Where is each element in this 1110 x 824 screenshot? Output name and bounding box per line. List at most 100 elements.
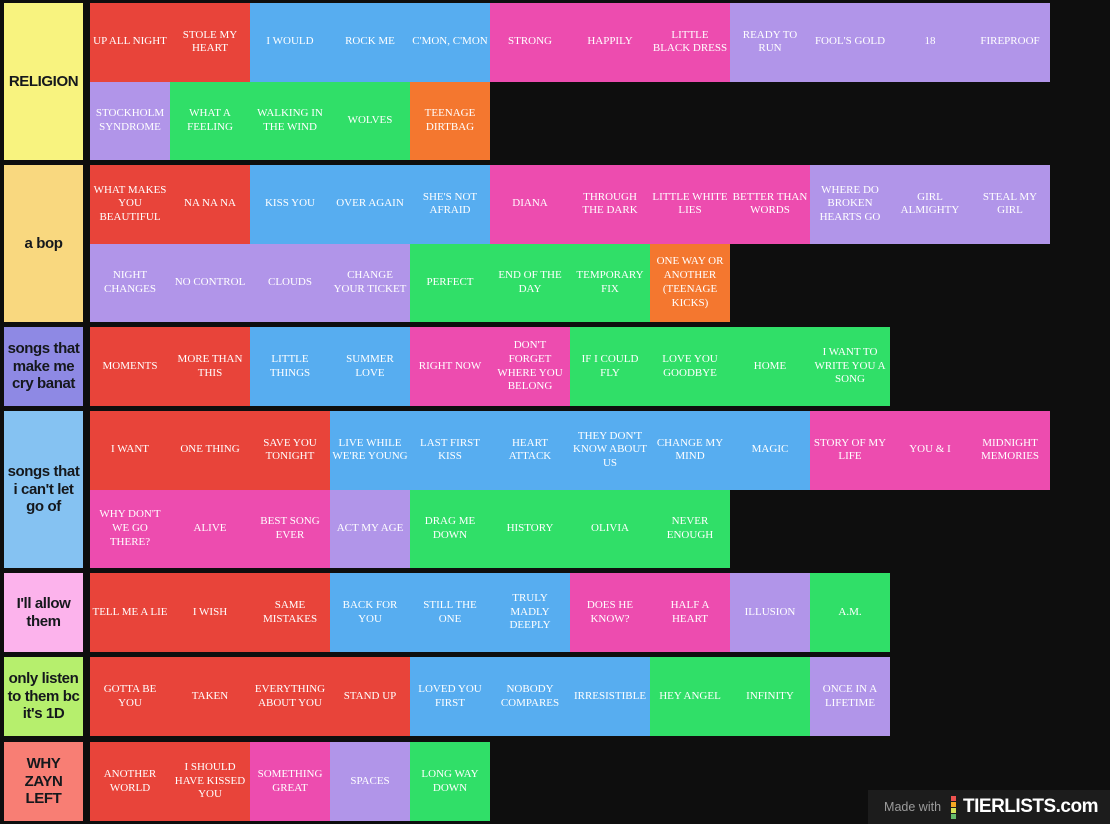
song-tile[interactable]: WHERE DO BROKEN HEARTS GO xyxy=(810,165,890,244)
song-tile[interactable]: SAME MISTAKES xyxy=(250,573,330,652)
song-tile[interactable]: TELL ME A LIE xyxy=(90,573,170,652)
song-tile[interactable]: LITTLE BLACK DRESS xyxy=(650,3,730,82)
song-tile[interactable]: DON'T FORGET WHERE YOU BELONG xyxy=(490,327,570,406)
song-tile[interactable]: ACT MY AGE xyxy=(330,489,410,568)
song-tile[interactable]: KISS YOU xyxy=(250,165,330,244)
song-tile[interactable]: THROUGH THE DARK xyxy=(570,165,650,244)
song-tile[interactable]: TAKEN xyxy=(170,657,250,736)
song-tile[interactable]: ANOTHER WORLD xyxy=(90,742,170,821)
tile-row: MOMENTS MORE THAN THIS LITTLE THINGS SUMMER… xyxy=(90,327,890,406)
song-tile[interactable]: SAVE YOU TONIGHT xyxy=(250,411,330,490)
song-tile[interactable]: ALIVE xyxy=(170,489,250,568)
song-tile[interactable]: WOLVES xyxy=(330,81,410,160)
song-tile[interactable]: I WISH xyxy=(170,573,250,652)
song-tile[interactable]: DOES HE KNOW? xyxy=(570,573,650,652)
song-tile[interactable]: MIDNIGHT MEMORIES xyxy=(970,411,1050,490)
song-tile[interactable]: BEST SONG EVER xyxy=(250,489,330,568)
song-tile[interactable]: IF I COULD FLY xyxy=(570,327,650,406)
song-tile[interactable]: STAND UP xyxy=(330,657,410,736)
song-tile[interactable]: NO CONTROL xyxy=(170,243,250,322)
song-tile[interactable]: WHAT MAKES YOU BEAUTIFUL xyxy=(90,165,170,244)
song-tile[interactable]: STRONG xyxy=(490,3,570,82)
song-tile[interactable]: END OF THE DAY xyxy=(490,243,570,322)
song-tile[interactable]: I SHOULD HAVE KISSED YOU xyxy=(170,742,250,821)
song-tile[interactable]: FOOL'S GOLD xyxy=(810,3,890,82)
song-tile[interactable]: HOME xyxy=(730,327,810,406)
song-tile[interactable]: LIVE WHILE WE'RE YOUNG xyxy=(330,411,410,490)
song-tile[interactable]: CLOUDS xyxy=(250,243,330,322)
song-tile[interactable]: I WOULD xyxy=(250,3,330,82)
song-tile[interactable]: LITTLE WHITE LIES xyxy=(650,165,730,244)
song-tile[interactable]: WHAT A FEELING xyxy=(170,81,250,160)
song-tile[interactable]: INFINITY xyxy=(730,657,810,736)
song-tile[interactable]: BETTER THAN WORDS xyxy=(730,165,810,244)
song-tile[interactable]: OVER AGAIN xyxy=(330,165,410,244)
song-tile[interactable]: STOLE MY HEART xyxy=(170,3,250,82)
song-tile[interactable]: NEVER ENOUGH xyxy=(650,489,730,568)
song-tile[interactable]: READY TO RUN xyxy=(730,3,810,82)
song-tile[interactable]: IRRESISTIBLE xyxy=(570,657,650,736)
song-tile[interactable]: STILL THE ONE xyxy=(410,573,490,652)
song-tile[interactable]: SHE'S NOT AFRAID xyxy=(410,165,490,244)
song-tile[interactable]: WALKING IN THE WIND xyxy=(250,81,330,160)
song-tile[interactable]: STEAL MY GIRL xyxy=(970,165,1050,244)
song-tile[interactable]: TEMPORARY FIX xyxy=(570,243,650,322)
song-tile[interactable]: 18 xyxy=(890,3,970,82)
song-tile[interactable]: OLIVIA xyxy=(570,489,650,568)
song-tile[interactable]: CHANGE MY MIND xyxy=(650,411,730,490)
tile-row: UP ALL NIGHT STOLE MY HEART I WOULD ROCK ME… xyxy=(90,3,1050,82)
song-tile[interactable]: DIANA xyxy=(490,165,570,244)
song-tile[interactable]: ILLUSION xyxy=(730,573,810,652)
tierlists-logo-icon xyxy=(951,795,957,819)
song-tile[interactable]: LONG WAY DOWN xyxy=(410,742,490,821)
song-tile[interactable]: ONE THING xyxy=(170,411,250,490)
song-tile[interactable]: I WANT TO WRITE YOU A SONG xyxy=(810,327,890,406)
song-tile[interactable]: STORY OF MY LIFE xyxy=(810,411,890,490)
song-tile[interactable]: TEENAGE DIRTBAG xyxy=(410,81,490,160)
song-tile[interactable]: NA NA NA xyxy=(170,165,250,244)
song-tile[interactable]: BACK FOR YOU xyxy=(330,573,410,652)
brand-label[interactable]: TIERLISTS.com xyxy=(963,796,1098,817)
song-tile[interactable]: HEART ATTACK xyxy=(490,411,570,490)
song-tile[interactable]: SOMETHING GREAT xyxy=(250,742,330,821)
song-tile[interactable]: LAST FIRST KISS xyxy=(410,411,490,490)
song-tile[interactable]: ONCE IN A LIFETIME xyxy=(810,657,890,736)
tile-row: WHAT MAKES YOU BEAUTIFUL NA NA NA KISS YOU… xyxy=(90,165,1050,244)
song-tile[interactable]: LOVE YOU GOODBYE xyxy=(650,327,730,406)
song-tile[interactable]: GOTTA BE YOU xyxy=(90,657,170,736)
song-tile[interactable]: GIRL ALMIGHTY xyxy=(890,165,970,244)
song-tile[interactable]: UP ALL NIGHT xyxy=(90,3,170,82)
song-tile[interactable]: LOVED YOU FIRST xyxy=(410,657,490,736)
song-tile[interactable]: WHY DON'T WE GO THERE? xyxy=(90,489,170,568)
song-tile[interactable]: CHANGE YOUR TICKET xyxy=(330,243,410,322)
song-tile[interactable]: YOU & I xyxy=(890,411,970,490)
song-tile[interactable]: PERFECT xyxy=(410,243,490,322)
tier-tiles: GOTTA BE YOU TAKEN EVERYTHING ABOUT YOU STA… xyxy=(90,657,890,736)
song-tile[interactable]: C'MON, C'MON xyxy=(410,3,490,82)
song-tile[interactable]: NIGHT CHANGES xyxy=(90,243,170,322)
song-tile[interactable]: FIREPROOF xyxy=(970,3,1050,82)
song-tile[interactable]: HALF A HEART xyxy=(650,573,730,652)
song-tile[interactable]: SPACES xyxy=(330,742,410,821)
song-tile[interactable]: ONE WAY OR ANOTHER (TEENAGE KICKS) xyxy=(650,243,730,322)
song-tile[interactable]: STOCKHOLM SYNDROME xyxy=(90,81,170,160)
song-tile[interactable]: HEY ANGEL xyxy=(650,657,730,736)
song-tile[interactable]: A.M. xyxy=(810,573,890,652)
song-tile[interactable]: HISTORY xyxy=(490,489,570,568)
song-tile[interactable]: MAGIC xyxy=(730,411,810,490)
song-tile[interactable]: ROCK ME xyxy=(330,3,410,82)
song-tile[interactable]: THEY DON'T KNOW ABOUT US xyxy=(570,411,650,490)
tier-tiles: MOMENTS MORE THAN THIS LITTLE THINGS SUMMER… xyxy=(90,327,890,406)
song-tile[interactable]: NOBODY COMPARES xyxy=(490,657,570,736)
song-tile[interactable]: MORE THAN THIS xyxy=(170,327,250,406)
song-tile[interactable]: LITTLE THINGS xyxy=(250,327,330,406)
song-tile[interactable]: RIGHT NOW xyxy=(410,327,490,406)
song-tile[interactable]: TRULY MADLY DEEPLY xyxy=(490,573,570,652)
song-tile[interactable]: DRAG ME DOWN xyxy=(410,489,490,568)
song-tile[interactable]: MOMENTS xyxy=(90,327,170,406)
tier-tiles: UP ALL NIGHT STOLE MY HEART I WOULD ROCK ME… xyxy=(90,3,1050,160)
song-tile[interactable]: HAPPILY xyxy=(570,3,650,82)
song-tile[interactable]: EVERYTHING ABOUT YOU xyxy=(250,657,330,736)
song-tile[interactable]: I WANT xyxy=(90,411,170,490)
song-tile[interactable]: SUMMER LOVE xyxy=(330,327,410,406)
